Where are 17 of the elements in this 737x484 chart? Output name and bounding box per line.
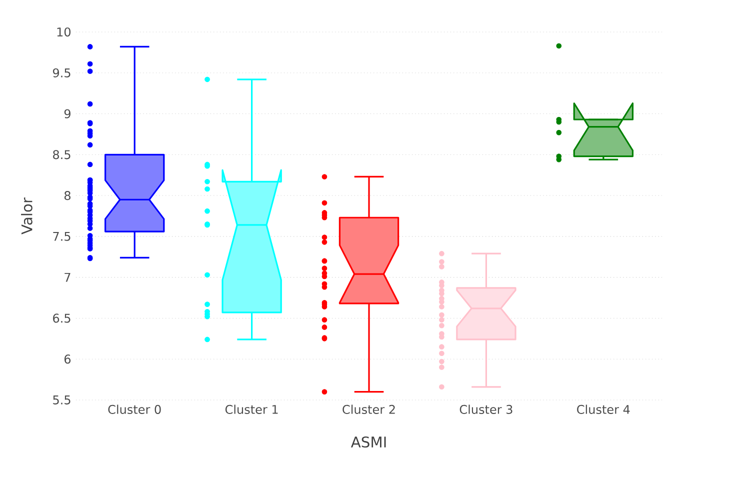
y-tick-label: 7: [64, 272, 70, 282]
y-tick-label: 9: [64, 109, 70, 118]
y-axis-title: Valor: [21, 197, 32, 234]
y-tick-label: 9.5: [52, 68, 70, 78]
x-axis-title: ASMI: [350, 436, 386, 448]
y-tick-label: 8.5: [53, 150, 70, 160]
x-tick-label: Cluster 0: [108, 404, 161, 414]
y-tick-label: 8: [64, 191, 70, 200]
x-tick-label: Cluster 3: [460, 404, 512, 414]
x-tick-label: Cluster 2: [342, 404, 395, 414]
y-tick-label: 6.5: [53, 314, 70, 323]
y-tick-label: 6: [64, 354, 71, 364]
y-tick-label: 5.5: [53, 396, 70, 404]
x-tick-label: Cluster 1: [225, 404, 278, 414]
y-tick-label: 10: [57, 27, 70, 37]
x-tick-label: Cluster 4: [577, 404, 630, 414]
y-tick-label: 7.5: [53, 232, 70, 241]
